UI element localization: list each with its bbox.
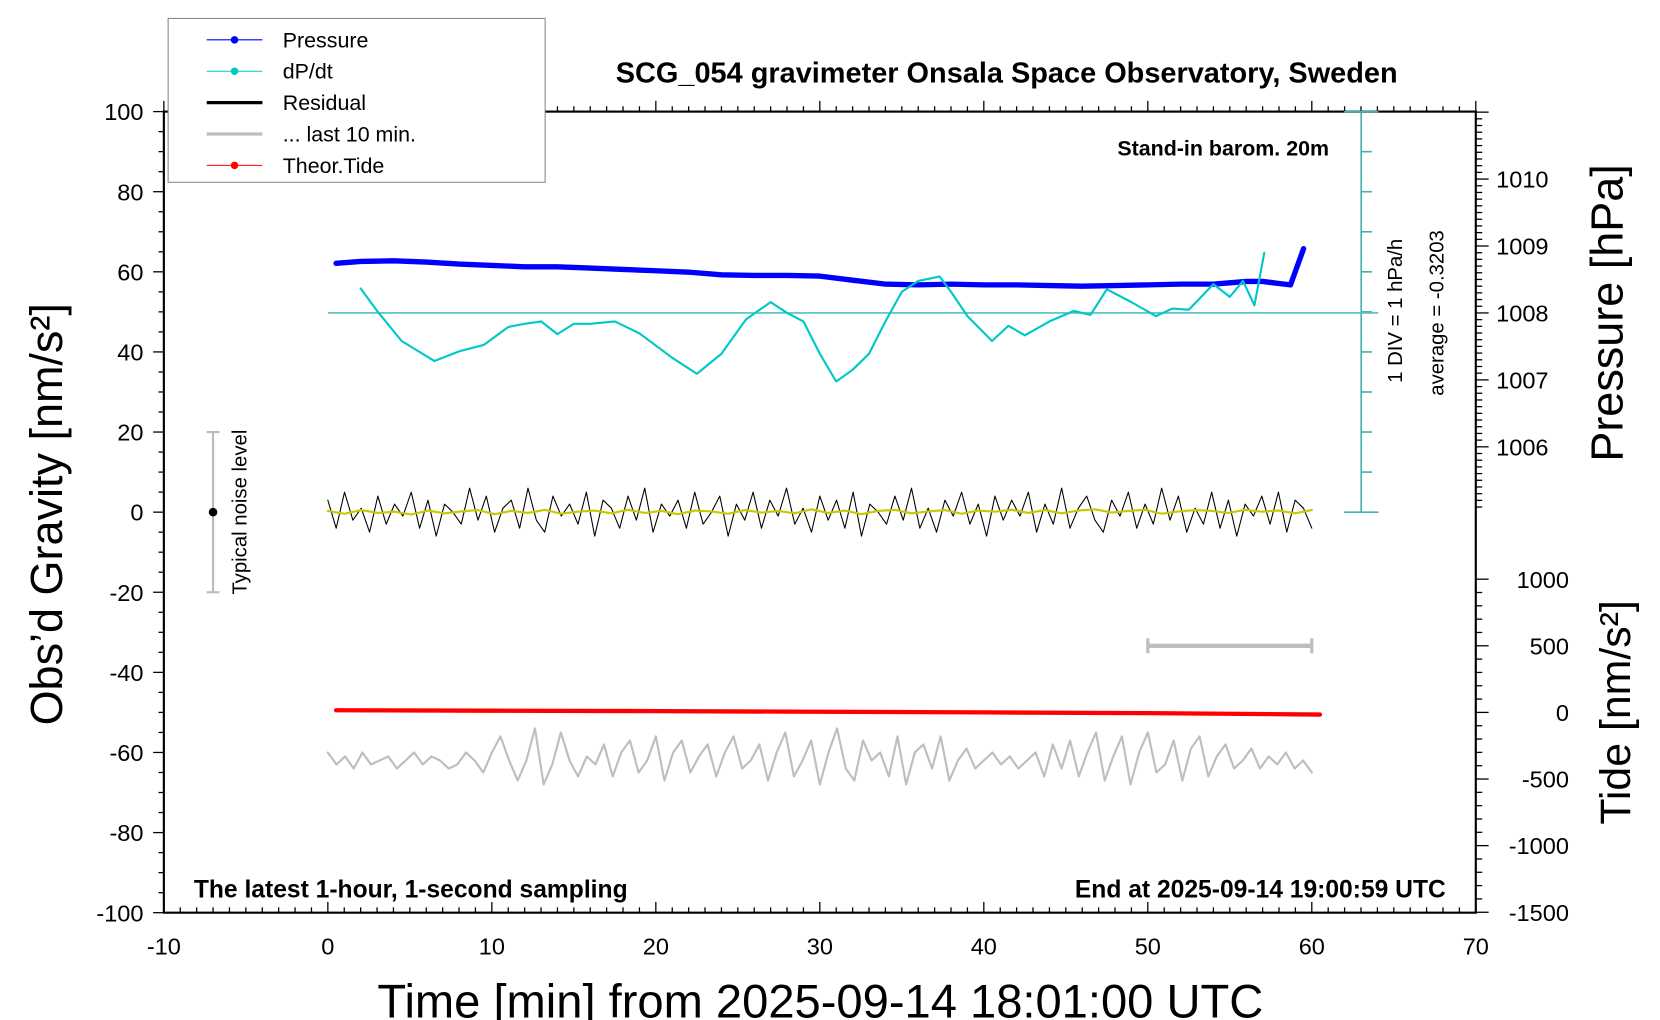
legend-label: Theor.Tide bbox=[283, 154, 385, 178]
y-axis-label-tide: Tide [nm/s²] bbox=[1592, 600, 1640, 825]
div-scale-note: 1 DIV = 1 hPa/h bbox=[1385, 239, 1407, 383]
y-tick-label: 40 bbox=[117, 339, 143, 365]
x-tick-label: 20 bbox=[643, 933, 669, 959]
legend-label: Pressure bbox=[283, 28, 369, 52]
y-tick-label: 0 bbox=[130, 500, 143, 526]
tide-tick-label: -1500 bbox=[1509, 900, 1569, 926]
dpdt-line bbox=[359, 251, 1266, 383]
legend-item: Pressure bbox=[206, 28, 369, 52]
legend-label: ... last 10 min. bbox=[283, 122, 416, 146]
y-tick-label: 20 bbox=[117, 420, 143, 446]
tide-tick-label: 1000 bbox=[1517, 567, 1569, 593]
legend-marker bbox=[230, 161, 239, 170]
y-tick-label: -20 bbox=[109, 580, 143, 606]
noise-level-label: Typical noise level bbox=[229, 430, 251, 595]
y-tick-label: 60 bbox=[117, 259, 143, 285]
tide-tick-label: 0 bbox=[1556, 700, 1569, 726]
pressure-tick-label: 1010 bbox=[1496, 167, 1548, 193]
x-tick-label: 30 bbox=[807, 933, 833, 959]
average-note: average = -0.3203 bbox=[1427, 230, 1449, 396]
tide-tick-label: -500 bbox=[1522, 767, 1569, 793]
legend-label: dP/dt bbox=[283, 60, 333, 84]
x-tick-label: 60 bbox=[1299, 933, 1325, 959]
last-10-min-line bbox=[326, 727, 1313, 786]
legend-marker bbox=[230, 67, 239, 75]
y-tick-label: -60 bbox=[109, 740, 143, 766]
x-tick-label: 40 bbox=[971, 933, 997, 959]
legend-item: Theor.Tide bbox=[206, 154, 385, 178]
end-time-note: End at 2025-09-14 19:00:59 UTC bbox=[1075, 877, 1446, 904]
sampling-note: The latest 1-hour, 1-second sampling bbox=[194, 877, 628, 904]
chart-title: SCG_054 gravimeter Onsala Space Observat… bbox=[616, 58, 1398, 90]
x-tick-label: 0 bbox=[321, 933, 334, 959]
legend-item: ... last 10 min. bbox=[206, 122, 416, 146]
legend-box bbox=[167, 17, 546, 183]
tide-tick-label: 500 bbox=[1530, 633, 1569, 659]
pressure-tick-label: 1006 bbox=[1496, 434, 1548, 460]
y-tick-label: -100 bbox=[96, 900, 143, 926]
y-tick-label: -80 bbox=[109, 820, 143, 846]
x-tick-label: -10 bbox=[147, 933, 181, 959]
legend: Pressure dP/dt Residual ... last 10 min. The… bbox=[167, 17, 546, 183]
data-marks bbox=[206, 246, 1379, 786]
y-tick-label: -40 bbox=[109, 660, 143, 686]
y-tick-label: 80 bbox=[117, 179, 143, 205]
legend-label: Residual bbox=[283, 91, 366, 115]
x-tick-label: 50 bbox=[1135, 933, 1161, 959]
tide-line bbox=[333, 708, 1323, 717]
residual-smoothed-line bbox=[326, 508, 1313, 516]
noise-level-center bbox=[208, 507, 218, 517]
y-axis-label-gravity: Obs’d Gravity [nm/s²] bbox=[21, 303, 72, 725]
x-tick-label: 10 bbox=[479, 933, 505, 959]
legend-marker bbox=[230, 36, 239, 44]
legend-item: Residual bbox=[206, 91, 366, 115]
barometer-note: Stand-in barom. 20m bbox=[1117, 137, 1329, 161]
pressure-tick-label: 1008 bbox=[1496, 301, 1548, 327]
legend-item: dP/dt bbox=[206, 60, 333, 84]
tide-tick-label: -1000 bbox=[1509, 833, 1569, 859]
y-axis-label-pressure: Pressure [hPa] bbox=[1582, 164, 1633, 461]
x-tick-label: 70 bbox=[1463, 933, 1489, 959]
y-tick-label: 100 bbox=[104, 99, 143, 125]
x-axis-label: Time [min] from 2025-09-14 18:01:00 UTC bbox=[377, 975, 1263, 1020]
axis-ticks: -10 0 10 20 30 40 50 60 70100806040200-20-40-60-… bbox=[96, 99, 1569, 959]
pressure-line bbox=[333, 246, 1307, 289]
pressure-tick-label: 1007 bbox=[1496, 367, 1548, 393]
pressure-tick-label: 1009 bbox=[1496, 234, 1548, 260]
